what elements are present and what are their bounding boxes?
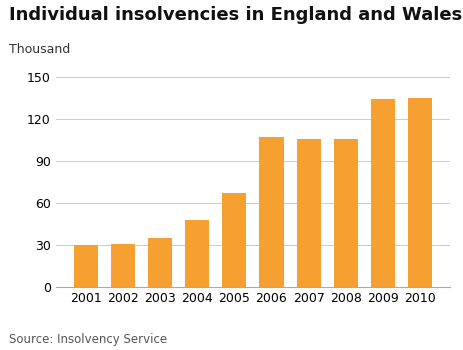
Bar — [370, 99, 394, 287]
Bar — [259, 137, 283, 287]
Bar — [148, 238, 172, 287]
Bar — [74, 245, 98, 287]
Text: Thousand: Thousand — [9, 43, 70, 56]
Bar — [333, 139, 357, 287]
Bar — [296, 139, 320, 287]
Bar — [407, 98, 431, 287]
Bar — [185, 220, 209, 287]
Bar — [111, 244, 135, 287]
Text: Source: Insolvency Service: Source: Insolvency Service — [9, 334, 167, 346]
Text: Individual insolvencies in England and Wales: Individual insolvencies in England and W… — [9, 7, 462, 24]
Bar — [222, 193, 246, 287]
